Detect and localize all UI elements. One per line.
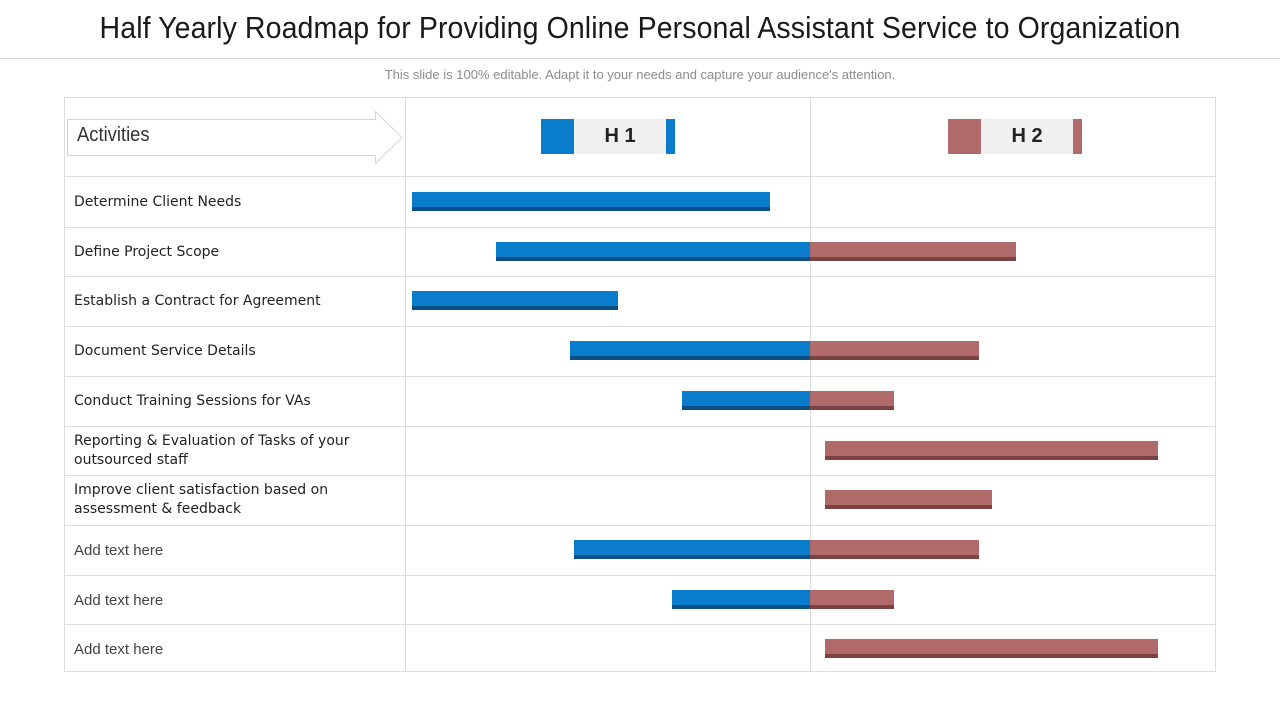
period-badge-h2: H 2 (948, 119, 1082, 154)
period-label-h2: H 2 (981, 119, 1073, 154)
h2-color-key-end (1073, 119, 1082, 154)
task-bar-h2 (810, 540, 979, 559)
period-badge-h1: H 1 (541, 119, 675, 154)
header-divider (64, 176, 1216, 177)
row-divider (64, 326, 1216, 327)
task-bar-h1 (681, 391, 810, 410)
row-divider (64, 624, 1216, 625)
task-bar-h2 (824, 639, 1158, 658)
task-label: Conduct Training Sessions for VAs (74, 392, 311, 409)
row-divider (64, 426, 1216, 427)
roadmap-grid (64, 97, 1216, 672)
row-divider (64, 525, 1216, 526)
activities-arrow-shape (67, 111, 403, 165)
task-label: Document Service Details (74, 342, 256, 359)
task-bar-h2 (824, 441, 1158, 460)
row-divider (64, 227, 1216, 228)
task-bar-h2 (810, 341, 979, 360)
task-label-placeholder[interactable]: Add text here (74, 640, 164, 658)
task-label: Establish a Contract for Agreement (74, 292, 321, 309)
task-bar-h1 (671, 590, 810, 609)
row-divider (64, 475, 1216, 476)
h1-color-key (541, 119, 574, 154)
task-bar-h1 (411, 291, 618, 310)
row-divider (64, 376, 1216, 377)
task-label: Improve client satisfaction based on ass… (74, 482, 329, 517)
task-label-placeholder[interactable]: Add text here (74, 591, 164, 609)
task-label: Reporting & Evaluation of Tasks of your … (74, 433, 350, 468)
activities-header: Activities (77, 124, 150, 146)
period-label-h1: H 1 (574, 119, 666, 154)
h1-color-key-end (666, 119, 675, 154)
row-divider (64, 575, 1216, 576)
title-divider (0, 58, 1280, 59)
label-column-divider (405, 97, 406, 672)
task-label: Define Project Scope (74, 243, 220, 260)
task-label: Determine Client Needs (74, 193, 242, 210)
page-subtitle: This slide is 100% editable. Adapt it to… (384, 67, 896, 82)
half-year-divider (810, 97, 811, 672)
task-bar-h2 (824, 490, 993, 509)
page-title: Half Yearly Roadmap for Providing Online… (99, 10, 1181, 45)
task-bar-h1 (496, 242, 810, 261)
task-bar-h1 (573, 540, 810, 559)
task-bar-h1 (570, 341, 810, 360)
task-bar-h2 (810, 242, 1016, 261)
task-bar-h2 (810, 590, 895, 609)
task-bar-h1 (411, 192, 770, 211)
h2-color-key (948, 119, 981, 154)
row-divider (64, 276, 1216, 277)
task-label-placeholder[interactable]: Add text here (74, 541, 164, 559)
task-bar-h2 (810, 391, 895, 410)
